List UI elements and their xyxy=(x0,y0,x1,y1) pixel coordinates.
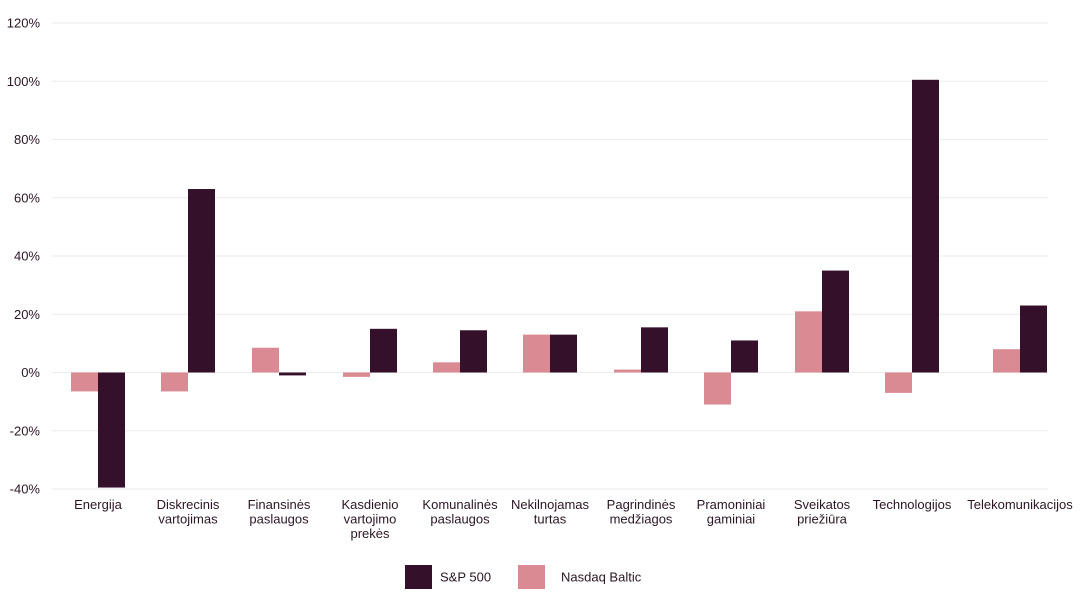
bar-sp500 xyxy=(550,334,577,373)
bar-nasdaq-baltic xyxy=(795,311,822,373)
legend-swatch xyxy=(405,565,432,589)
legend-swatch xyxy=(518,565,545,589)
bars-layer xyxy=(71,79,1047,488)
category-label: Finansinės paslaugos xyxy=(248,497,311,527)
bar-sp500 xyxy=(641,327,668,373)
bar-sp500 xyxy=(731,340,758,373)
bar-nasdaq-baltic xyxy=(614,369,641,373)
y-tick-label: 40% xyxy=(14,249,40,264)
legend-label: S&P 500 xyxy=(440,570,491,585)
y-tick-label: 60% xyxy=(14,190,40,205)
bar-nasdaq-baltic xyxy=(993,349,1020,373)
bar-sp500 xyxy=(188,189,215,373)
bar-sp500 xyxy=(460,330,487,373)
y-axis-ticks: 120% 100% 80% 60% 40% 20% 0% -20% -40% xyxy=(7,16,41,497)
bar-nasdaq-baltic xyxy=(523,334,550,373)
bar-nasdaq-baltic xyxy=(161,372,188,392)
legend-item-nasdaq-baltic: Nasdaq Baltic xyxy=(518,565,642,589)
legend-item-sp500: S&P 500 xyxy=(405,565,491,589)
category-label: Pagrindinės medžiagos xyxy=(607,497,676,527)
bar-sp500 xyxy=(370,328,397,373)
bar-nasdaq-baltic xyxy=(433,362,460,373)
y-tick-label: 100% xyxy=(7,74,41,89)
x-axis-labels: Energija Diskrecinis vartojimas Finansinės p… xyxy=(74,497,1073,541)
y-tick-label: 120% xyxy=(7,16,41,31)
category-label: Komunalinės paslaugos xyxy=(422,497,498,527)
category-label: Sveikatos priežiūra xyxy=(794,497,851,527)
y-tick-label: -40% xyxy=(10,482,41,497)
y-tick-label: 80% xyxy=(14,132,40,147)
bar-sp500 xyxy=(98,372,125,488)
y-tick-label: 0% xyxy=(21,365,40,380)
category-label: Telekomunikacijos xyxy=(967,497,1073,512)
category-label: Pramoniniai gaminiai xyxy=(697,497,766,527)
category-label: Diskrecinis vartojimas xyxy=(157,497,220,527)
legend: S&P 500 Nasdaq Baltic xyxy=(405,565,642,589)
y-tick-label: -20% xyxy=(10,423,41,438)
bar-sp500 xyxy=(279,372,306,376)
bar-nasdaq-baltic xyxy=(885,372,912,393)
legend-label: Nasdaq Baltic xyxy=(561,570,642,585)
bar-nasdaq-baltic xyxy=(252,347,279,373)
bar-sp500 xyxy=(912,79,939,373)
grid-layer xyxy=(52,22,1048,490)
category-label: Technologijos xyxy=(873,497,952,512)
y-tick-label: 20% xyxy=(14,307,40,322)
category-label: Energija xyxy=(74,497,122,512)
bar-nasdaq-baltic xyxy=(71,372,98,392)
category-label: Kasdienio vartojimo prekės xyxy=(341,497,398,541)
bar-nasdaq-baltic xyxy=(343,372,370,377)
category-label: Nekilnojamas turtas xyxy=(511,497,590,527)
bar-sp500 xyxy=(822,270,849,373)
bar-nasdaq-baltic xyxy=(704,372,731,405)
bar-sp500 xyxy=(1020,305,1047,373)
